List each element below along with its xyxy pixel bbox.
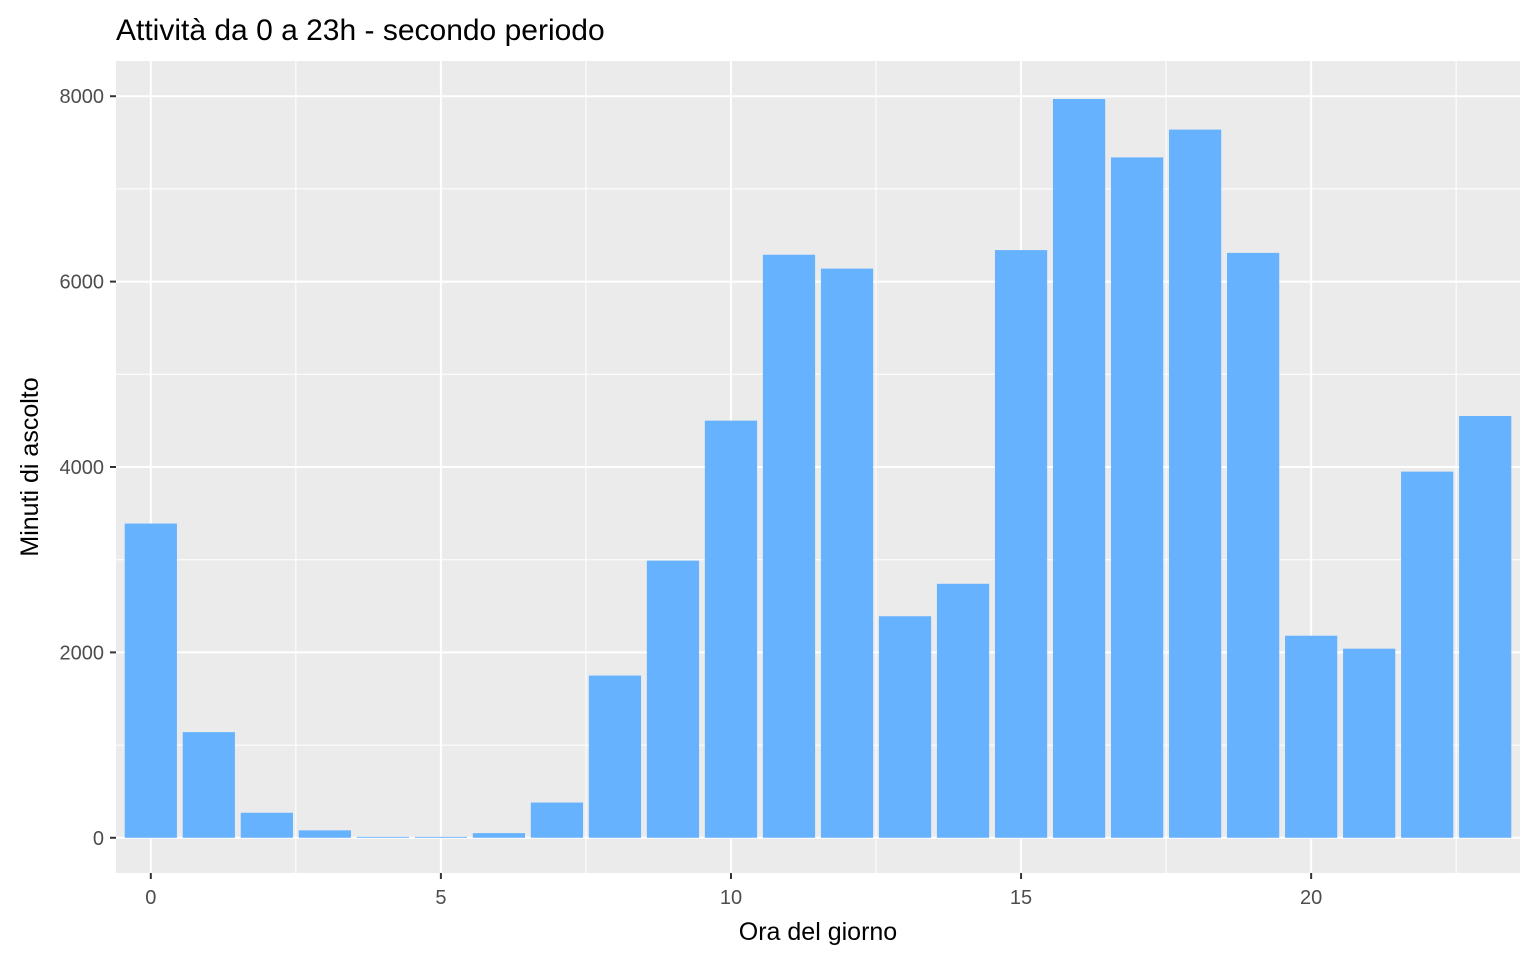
- bar-hour-19: [1227, 252, 1280, 838]
- chart-title: Attività da 0 a 23h - secondo periodo: [116, 14, 605, 47]
- x-axis-title: Ora del giorno: [739, 918, 897, 946]
- bar-hour-13: [878, 616, 932, 838]
- bar-hour-11: [762, 254, 816, 838]
- bar-hour-8: [588, 675, 642, 838]
- bar-hour-12: [820, 268, 874, 838]
- bar-hour-6: [472, 833, 526, 838]
- bars: [124, 99, 1512, 838]
- bar-hour-1: [182, 732, 235, 838]
- y-tick-label: 4000: [60, 457, 105, 479]
- bar-hour-4: [356, 836, 409, 838]
- bar-hour-3: [298, 830, 351, 838]
- x-tick-label: 20: [1300, 887, 1322, 909]
- bar-hour-15: [994, 250, 1048, 838]
- x-tick-label: 10: [720, 887, 742, 909]
- bar-hour-7: [530, 802, 584, 838]
- y-tick-label: 8000: [60, 86, 105, 108]
- bar-hour-23: [1459, 416, 1512, 838]
- bar-hour-22: [1401, 471, 1454, 838]
- bar-hour-2: [240, 812, 293, 838]
- bar-hour-20: [1285, 635, 1338, 838]
- x-tick-label: 15: [1010, 887, 1032, 909]
- y-tick-label: 2000: [60, 642, 105, 664]
- y-axis-title: Minuti di ascolto: [16, 377, 44, 556]
- x-tick-label: 5: [435, 887, 446, 909]
- y-tick-label: 6000: [60, 272, 105, 294]
- bar-hour-17: [1110, 157, 1164, 838]
- bar-hour-9: [646, 560, 700, 838]
- bar-hour-18: [1169, 129, 1222, 838]
- y-tick-label: 0: [93, 828, 104, 850]
- bar-hour-21: [1343, 648, 1396, 838]
- bar-hour-0: [124, 523, 177, 838]
- bar-hour-14: [936, 583, 990, 838]
- x-axis-ticks: 0 5 10 15 20: [145, 873, 1322, 909]
- bar-hour-5: [414, 836, 467, 838]
- bar-hour-16: [1052, 99, 1106, 838]
- y-axis-ticks: 0 2000 4000 6000 8000: [60, 86, 116, 850]
- x-tick-label: 0: [145, 887, 156, 909]
- minor-gridlines: [116, 61, 1520, 873]
- bar-hour-10: [704, 420, 758, 838]
